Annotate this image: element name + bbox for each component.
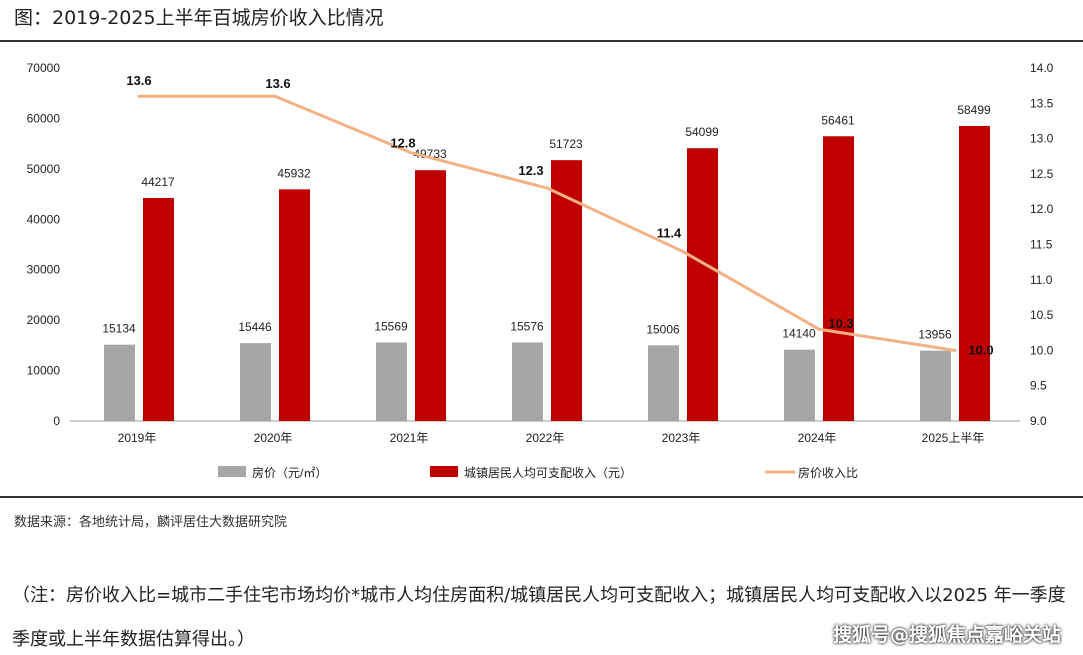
left-axis-tick: 50000: [27, 162, 61, 176]
bar-label-income: 49733: [413, 147, 447, 161]
bar-label-house-price: 15134: [102, 322, 136, 336]
line-point: [137, 94, 141, 98]
line-label: 13.6: [126, 73, 151, 88]
x-axis-tick: 2025上半年: [922, 431, 985, 445]
chart: 0 10000 20000 30000 40000 50000 60000 70000 9.0 9…: [27, 61, 1054, 480]
bar-label-income: 51723: [549, 137, 583, 151]
right-axis-tick: 10.5: [1030, 308, 1054, 322]
left-axis-tick: 0: [53, 414, 60, 428]
bar-income: [823, 136, 854, 421]
watermark: 搜狐号@搜狐焦点嘉峪关站: [832, 624, 1061, 646]
line-point: [409, 151, 413, 155]
right-axis-tick: 13.5: [1030, 96, 1054, 110]
bar-income: [279, 189, 310, 421]
left-axis-tick: 70000: [27, 61, 61, 75]
bar-house-price: [376, 342, 407, 421]
bar-label-income: 44217: [141, 175, 175, 189]
right-axis-tick: 9.0: [1030, 414, 1047, 428]
bar-label-income: 56461: [821, 113, 855, 127]
right-axis-tick: 12.0: [1030, 202, 1054, 216]
right-axis-tick: 12.5: [1030, 167, 1054, 181]
bar-house-price: [648, 345, 679, 421]
bottom-divider: [0, 496, 1083, 498]
line-label: 12.8: [390, 136, 415, 151]
line-point: [953, 348, 957, 352]
legend-label-house-price: 房价（元/㎡）: [252, 465, 327, 480]
bar-label-house-price: 15576: [510, 319, 544, 333]
bar-house-price: [512, 342, 543, 421]
line-point: [273, 94, 277, 98]
legend-label-ratio: 房价收入比: [798, 465, 858, 480]
right-axis-tick: 11.0: [1030, 273, 1053, 287]
left-axis-tick: 20000: [27, 313, 61, 327]
left-axis-tick: 60000: [27, 111, 61, 125]
line-point: [817, 327, 821, 331]
bar-label-income: 58499: [957, 103, 991, 117]
line-label: 12.3: [518, 163, 543, 178]
right-axis-tick: 14.0: [1030, 61, 1054, 75]
bar-income: [551, 160, 582, 421]
left-axis-tick: 10000: [27, 364, 61, 378]
bar-label-income: 54099: [685, 125, 719, 139]
line-label: 10.3: [828, 316, 853, 331]
legend-label-income: 城镇居民人均可支配收入（元）: [464, 466, 632, 480]
footnote: （注：房价收入比=城市二手住宅市场均价*城市人均住房面积/城镇居民人均可支配收入…: [12, 585, 1066, 650]
bar-income: [415, 170, 446, 421]
right-axis-tick: 10.0: [1030, 343, 1054, 357]
right-axis-tick: 11.5: [1030, 238, 1053, 252]
line-point: [545, 186, 549, 190]
bar-house-price: [240, 343, 271, 421]
top-divider: [0, 40, 1083, 42]
line-label: 13.6: [265, 76, 290, 91]
line-label: 10.0: [968, 342, 993, 357]
bar-income: [687, 148, 718, 422]
source-text: 数据来源：各地统计局，麟评居住大数据研究院: [14, 515, 288, 530]
x-axis-tick: 2024年: [798, 431, 837, 445]
bar-label-income: 45932: [277, 166, 311, 180]
line-point: [681, 250, 685, 254]
right-axis-tick: 13.0: [1030, 132, 1054, 146]
figure-title: 图：2019-2025上半年百城房价收入比情况: [14, 7, 384, 29]
bar-label-house-price: 13956: [918, 328, 952, 342]
bar-label-house-price: 15006: [646, 322, 680, 336]
line-label: 11.4: [657, 226, 682, 241]
bar-label-house-price: 14140: [782, 327, 816, 341]
legend-swatch-income: [430, 466, 458, 477]
bar-house-price: [784, 349, 815, 421]
bar-income: [959, 125, 990, 422]
bar-label-house-price: 15569: [374, 319, 408, 333]
left-axis-tick: 30000: [27, 263, 61, 277]
bar-income: [143, 198, 174, 421]
bar-house-price: [104, 344, 135, 421]
right-axis-tick: 9.5: [1030, 379, 1047, 393]
x-axis-tick: 2019年: [118, 431, 157, 445]
bar-house-price: [920, 350, 951, 421]
x-axis-tick: 2023年: [662, 431, 701, 445]
x-axis-tick: 2020年: [254, 431, 293, 445]
x-axis-tick: 2022年: [526, 431, 565, 445]
x-axis-tick: 2021年: [390, 431, 429, 445]
legend-swatch-house-price: [218, 466, 246, 477]
bar-label-house-price: 15446: [238, 320, 272, 334]
left-axis-tick: 40000: [27, 212, 61, 226]
